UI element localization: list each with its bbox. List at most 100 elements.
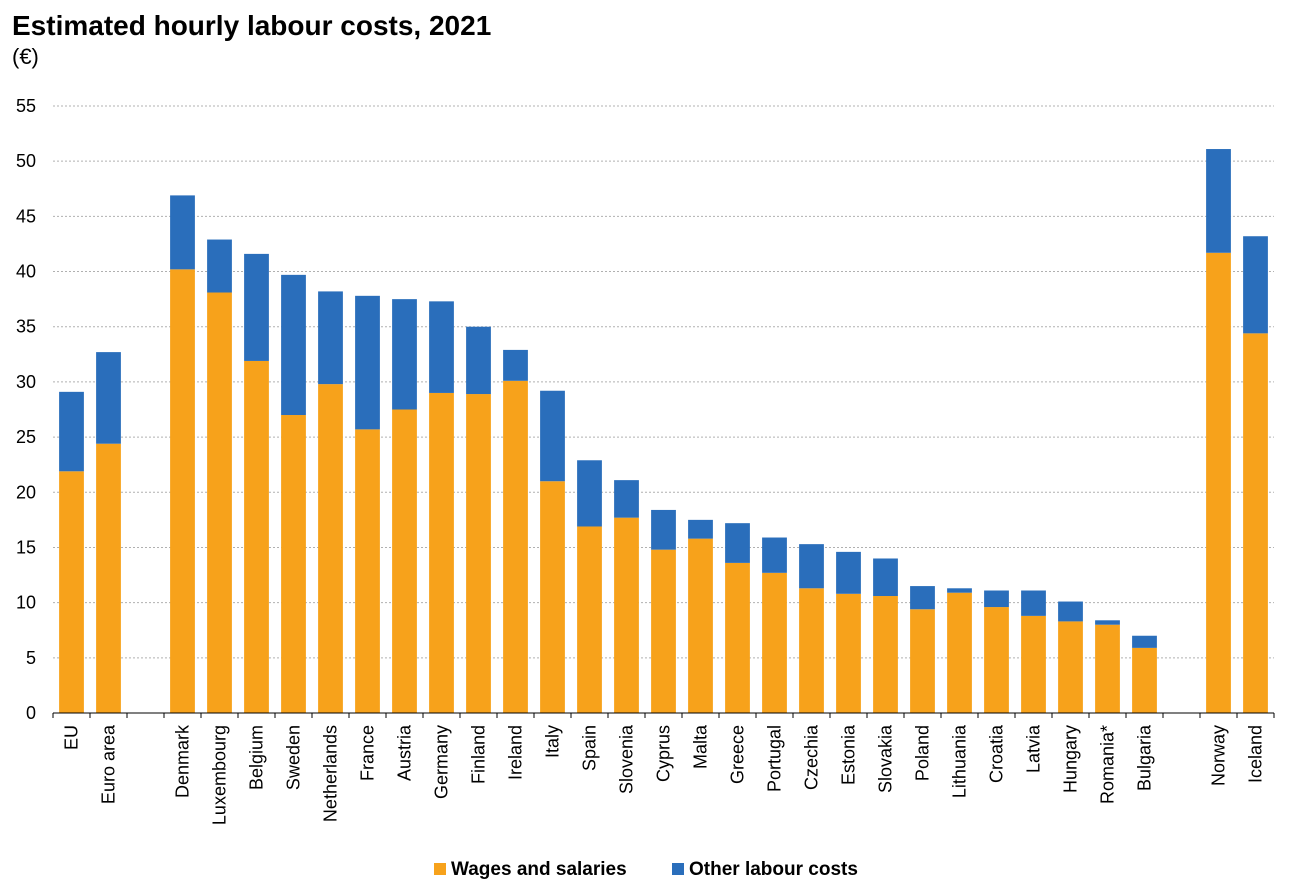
- legend-swatch-wages-and-salaries: [434, 863, 446, 875]
- bar-other-labour-costs-norway: [1206, 149, 1231, 253]
- bar-wages-and-salaries-denmark: [170, 269, 195, 713]
- x-tick-label: Lithuania: [950, 724, 970, 798]
- x-tick-label: Malta: [691, 724, 711, 769]
- bar-wages-and-salaries-germany: [429, 392, 454, 713]
- legend: Wages and salaries Other labour costs: [434, 859, 858, 880]
- bar-wages-and-salaries-croatia: [984, 607, 1009, 713]
- bar-wages-and-salaries-netherlands: [318, 384, 343, 713]
- axes: 0 5 10 15 20 25 30 35 40 45 50 55 EU Euro area Denmark…: [16, 96, 1275, 825]
- bar-other-labour-costs-ireland: [503, 349, 528, 381]
- x-tick-label: Poland: [913, 725, 933, 781]
- bar-other-labour-costs-euro-area: [96, 352, 121, 444]
- y-tick-label: 15: [16, 537, 36, 557]
- bar-wages-and-salaries-italy: [540, 481, 565, 713]
- bar-other-labour-costs-romania: [1095, 620, 1120, 625]
- y-tick-label: 55: [16, 96, 36, 116]
- legend-swatch-other-labour-costs: [672, 863, 684, 875]
- legend-label-other-labour-costs: Other labour costs: [689, 859, 858, 880]
- bar-wages-and-salaries-malta: [688, 538, 713, 713]
- bar-other-labour-costs-luxembourg: [207, 239, 232, 293]
- bar-wages-and-salaries-lithuania: [947, 592, 972, 713]
- bar-wages-and-salaries-finland: [466, 394, 491, 713]
- bar-wages-and-salaries-norway: [1206, 252, 1231, 713]
- bar-wages-and-salaries-belgium: [244, 360, 269, 713]
- bar-wages-and-salaries-spain: [577, 526, 602, 713]
- bar-other-labour-costs-greece: [725, 523, 750, 563]
- x-tick-label: Czechia: [802, 724, 822, 790]
- y-tick-label: 40: [16, 262, 36, 282]
- bar-other-labour-costs-cyprus: [651, 509, 676, 550]
- bar-other-labour-costs-portugal: [762, 537, 787, 573]
- x-tick-label: Denmark: [173, 724, 193, 798]
- bar-other-labour-costs-poland: [910, 586, 935, 610]
- bar-wages-and-salaries-portugal: [762, 572, 787, 713]
- bar-wages-and-salaries-estonia: [836, 593, 861, 713]
- x-tick-label: Italy: [543, 725, 563, 758]
- bar-wages-and-salaries-austria: [392, 409, 417, 713]
- bar-wages-and-salaries-ireland: [503, 380, 528, 713]
- x-tick-label: Romania*: [1098, 725, 1118, 804]
- x-tick-label: Luxembourg: [210, 725, 230, 825]
- y-tick-label: 50: [16, 151, 36, 171]
- bar-other-labour-costs-austria: [392, 299, 417, 410]
- bar-other-labour-costs-estonia: [836, 551, 861, 594]
- bar-other-labour-costs-finland: [466, 326, 491, 395]
- unit-label: (€): [12, 44, 39, 69]
- x-tick-label: Belgium: [247, 725, 267, 790]
- bar-other-labour-costs-slovenia: [614, 480, 639, 518]
- bar-other-labour-costs-bulgaria: [1132, 635, 1157, 648]
- y-tick-label: 35: [16, 317, 36, 337]
- bar-wages-and-salaries-cyprus: [651, 549, 676, 713]
- x-tick-label: Portugal: [765, 725, 785, 792]
- x-tick-label: Cyprus: [654, 725, 674, 782]
- bar-other-labour-costs-latvia: [1021, 590, 1046, 616]
- bar-other-labour-costs-france: [355, 295, 380, 430]
- x-tick-label: Croatia: [987, 724, 1007, 783]
- bar-other-labour-costs-croatia: [984, 590, 1009, 608]
- bar-wages-and-salaries-latvia: [1021, 615, 1046, 713]
- x-tick-label: Austria: [395, 724, 415, 781]
- bar-other-labour-costs-belgium: [244, 253, 269, 361]
- x-tick-label: Iceland: [1246, 725, 1266, 783]
- x-tick-label: Estonia: [839, 724, 859, 785]
- bar-wages-and-salaries-slovenia: [614, 517, 639, 713]
- bar-other-labour-costs-netherlands: [318, 291, 343, 385]
- bar-other-labour-costs-hungary: [1058, 601, 1083, 622]
- y-tick-label: 10: [16, 593, 36, 613]
- x-tick-label: Netherlands: [321, 725, 341, 822]
- bar-wages-and-salaries-czechia: [799, 588, 824, 713]
- chart-title: Estimated hourly labour costs, 2021: [12, 10, 492, 41]
- bar-other-labour-costs-sweden: [281, 274, 306, 416]
- x-tick-label: Ireland: [506, 725, 526, 780]
- y-tick-label: 30: [16, 372, 36, 392]
- bar-wages-and-salaries-greece: [725, 562, 750, 713]
- legend-label-wages-and-salaries: Wages and salaries: [451, 859, 627, 880]
- x-tick-label: Hungary: [1061, 725, 1081, 793]
- bar-wages-and-salaries-sweden: [281, 415, 306, 713]
- bar-other-labour-costs-czechia: [799, 544, 824, 589]
- bar-other-labour-costs-iceland: [1243, 236, 1268, 334]
- y-tick-label: 25: [16, 427, 36, 447]
- bar-wages-and-salaries-hungary: [1058, 621, 1083, 713]
- x-tick-label: Norway: [1209, 725, 1229, 786]
- y-tick-label: 45: [16, 206, 36, 226]
- bar-other-labour-costs-germany: [429, 301, 454, 393]
- x-tick-label: Greece: [728, 725, 748, 784]
- x-tick-label: Sweden: [284, 725, 304, 790]
- x-tick-label: Slovakia: [876, 724, 896, 793]
- bar-wages-and-salaries-iceland: [1243, 333, 1268, 713]
- x-tick-label: Finland: [469, 725, 489, 784]
- bars: [59, 149, 1268, 713]
- bar-wages-and-salaries-france: [355, 429, 380, 713]
- y-tick-label: 5: [26, 648, 36, 668]
- x-tick-label: Spain: [580, 725, 600, 771]
- bar-wages-and-salaries-bulgaria: [1132, 647, 1157, 713]
- x-tick-label: Bulgaria: [1135, 724, 1155, 791]
- bar-wages-and-salaries-romania: [1095, 624, 1120, 713]
- bar-wages-and-salaries-slovakia: [873, 596, 898, 713]
- x-tick-label: Latvia: [1024, 724, 1044, 773]
- bar-other-labour-costs-slovakia: [873, 558, 898, 597]
- bar-wages-and-salaries-luxembourg: [207, 292, 232, 713]
- y-tick-label: 0: [26, 703, 36, 723]
